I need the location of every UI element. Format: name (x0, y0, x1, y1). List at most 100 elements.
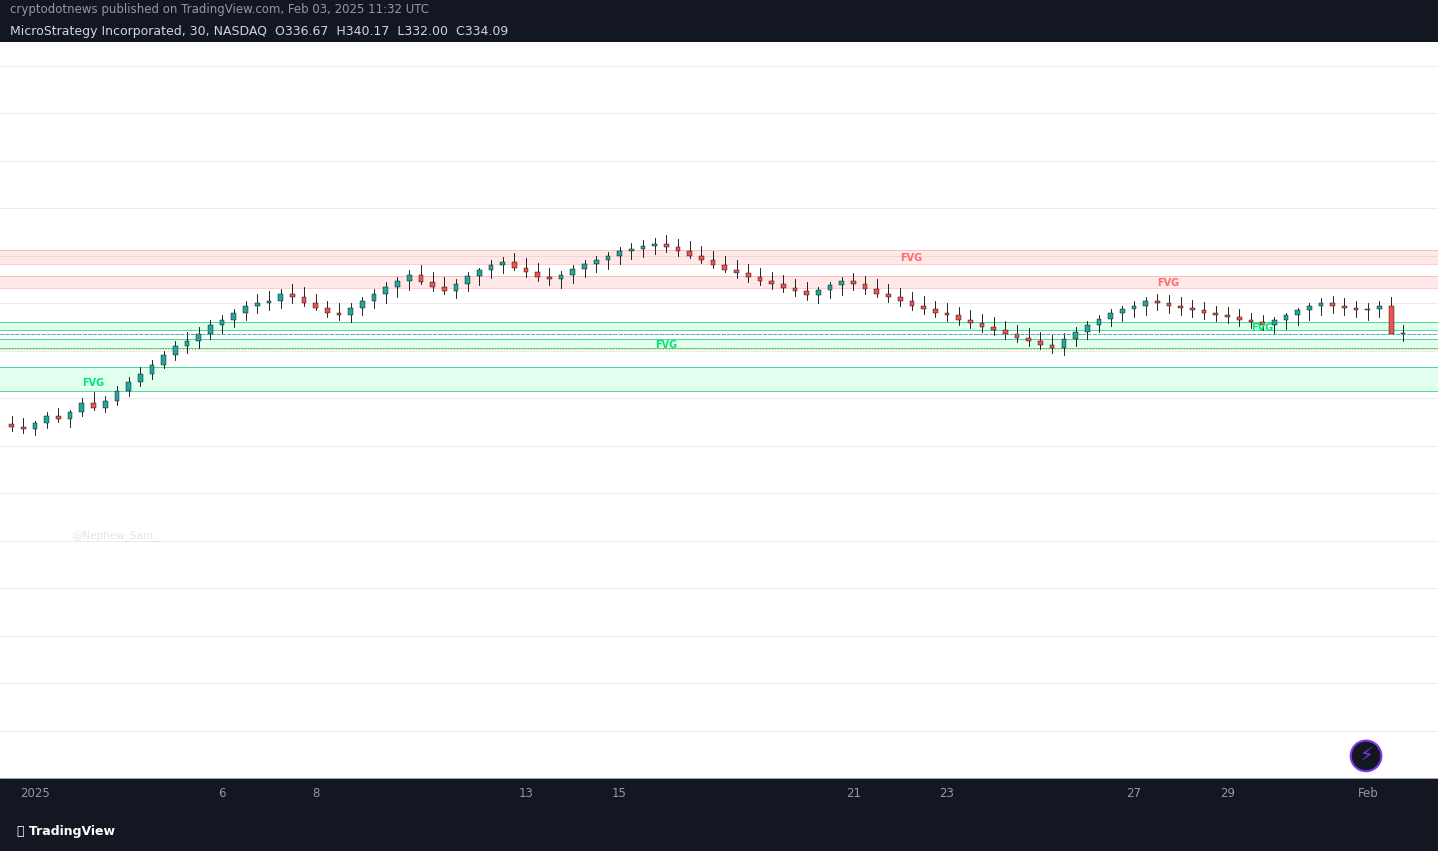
Bar (1015, 334, 1020, 338)
Bar (1038, 341, 1043, 345)
Bar (1097, 318, 1102, 324)
Bar (617, 251, 623, 255)
Bar (664, 243, 669, 248)
Bar (933, 309, 938, 312)
Bar (477, 270, 482, 276)
Bar (735, 270, 739, 273)
Bar (886, 294, 890, 297)
Bar (945, 312, 949, 315)
Bar (535, 272, 541, 277)
Text: 29: 29 (1219, 787, 1235, 800)
Bar (792, 288, 797, 291)
Bar (653, 243, 657, 246)
Bar (758, 277, 762, 281)
Bar (1319, 303, 1323, 306)
Bar (1353, 308, 1359, 311)
Bar (1143, 300, 1148, 306)
Bar (395, 281, 400, 287)
Text: FVG: FVG (82, 378, 104, 388)
Bar (441, 287, 447, 291)
Bar (687, 251, 692, 255)
Bar (1073, 332, 1078, 339)
Bar (466, 276, 470, 284)
Text: FVG: FVG (1158, 278, 1179, 288)
Bar (571, 269, 575, 275)
Bar (1027, 338, 1031, 341)
Bar (641, 246, 646, 248)
Bar (1248, 320, 1254, 323)
Bar (430, 282, 434, 287)
Bar (453, 284, 459, 291)
Text: 27: 27 (1126, 787, 1142, 800)
Bar (746, 273, 751, 277)
Bar (1178, 306, 1183, 308)
Bar (384, 287, 388, 294)
Bar (45, 416, 49, 423)
Text: FVG: FVG (900, 253, 922, 263)
Bar (968, 320, 972, 323)
Bar (897, 297, 903, 300)
Bar (290, 294, 295, 297)
Bar (161, 356, 165, 365)
Text: MicroStrategy Incorporated, 30, NASDAQ  O336.67  H340.17  L332.00  C334.09: MicroStrategy Incorporated, 30, NASDAQ O… (10, 25, 508, 37)
Text: cryptodotnews published on TradingView.com, Feb 03, 2025 11:32 UTC: cryptodotnews published on TradingView.c… (10, 3, 429, 16)
Bar (922, 306, 926, 309)
Bar (220, 320, 224, 324)
Bar (991, 327, 997, 330)
Text: ⧹ TradingView: ⧹ TradingView (17, 825, 115, 838)
Bar (722, 266, 728, 270)
Text: 21: 21 (846, 787, 861, 800)
Bar (676, 248, 680, 251)
Bar (699, 255, 703, 260)
Text: 23: 23 (939, 787, 955, 800)
Text: @Nephew_Sam_: @Nephew_Sam_ (72, 529, 158, 540)
Bar (559, 275, 564, 279)
Text: 2025: 2025 (20, 787, 50, 800)
Bar (1284, 315, 1288, 320)
Bar (91, 403, 96, 408)
Bar (605, 255, 610, 260)
Bar (1389, 306, 1393, 334)
Text: 6: 6 (219, 787, 226, 800)
Bar (10, 425, 14, 426)
Bar (127, 381, 131, 391)
Bar (523, 267, 528, 272)
Bar (138, 374, 142, 381)
Bar (909, 300, 915, 306)
Bar (1237, 317, 1241, 320)
Bar (628, 248, 634, 251)
Bar (1084, 324, 1090, 332)
Bar (348, 308, 354, 315)
Bar (418, 275, 423, 282)
Bar (1202, 311, 1206, 312)
Bar (979, 323, 985, 327)
Bar (804, 291, 810, 294)
Bar (1225, 315, 1229, 317)
Bar (1296, 311, 1300, 315)
Bar (582, 264, 587, 269)
Bar (710, 260, 716, 266)
Bar (594, 260, 598, 264)
Bar (840, 281, 844, 285)
Bar (325, 308, 329, 312)
Bar (1307, 306, 1311, 311)
Text: FVG: FVG (654, 340, 677, 350)
Bar (1273, 320, 1277, 324)
Bar (863, 284, 867, 289)
Text: FVG: FVG (1251, 323, 1273, 333)
Bar (1004, 330, 1008, 334)
Bar (68, 413, 72, 420)
Bar (407, 275, 411, 281)
Text: 13: 13 (519, 787, 533, 800)
Bar (372, 294, 377, 300)
Bar (781, 284, 785, 288)
Text: 15: 15 (613, 787, 627, 800)
Bar (266, 300, 272, 303)
Bar (1366, 309, 1370, 311)
Bar (769, 281, 774, 284)
Bar (1378, 306, 1382, 309)
Bar (1342, 306, 1347, 308)
Bar (1120, 309, 1125, 312)
Bar (1166, 303, 1172, 306)
Bar (360, 300, 365, 308)
